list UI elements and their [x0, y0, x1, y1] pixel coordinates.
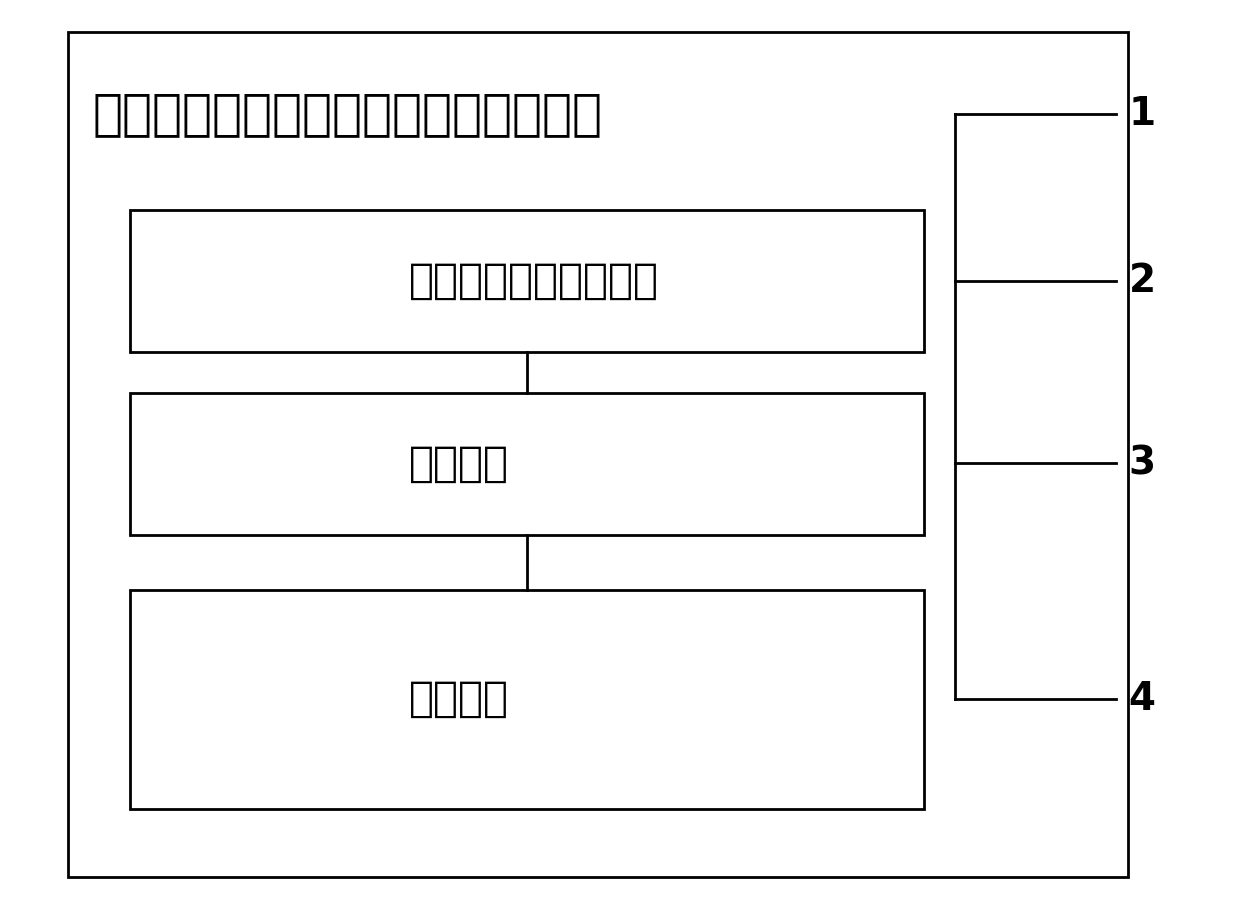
- Text: 设计模块: 设计模块: [409, 442, 510, 484]
- Text: 记录模块: 记录模块: [409, 678, 510, 720]
- Text: 4: 4: [1128, 680, 1156, 718]
- Bar: [68, 32, 1128, 877]
- Bar: [130, 590, 924, 809]
- Bar: [130, 393, 924, 535]
- Text: 3: 3: [1128, 444, 1156, 483]
- Text: 1: 1: [1128, 95, 1156, 133]
- Text: 基于雨水总量控制的海绵城市设计系统: 基于雨水总量控制的海绵城市设计系统: [93, 90, 603, 138]
- Text: 雨水源头控制设施模块: 雨水源头控制设施模块: [409, 260, 660, 302]
- Text: 2: 2: [1128, 261, 1156, 300]
- Bar: [130, 210, 924, 352]
